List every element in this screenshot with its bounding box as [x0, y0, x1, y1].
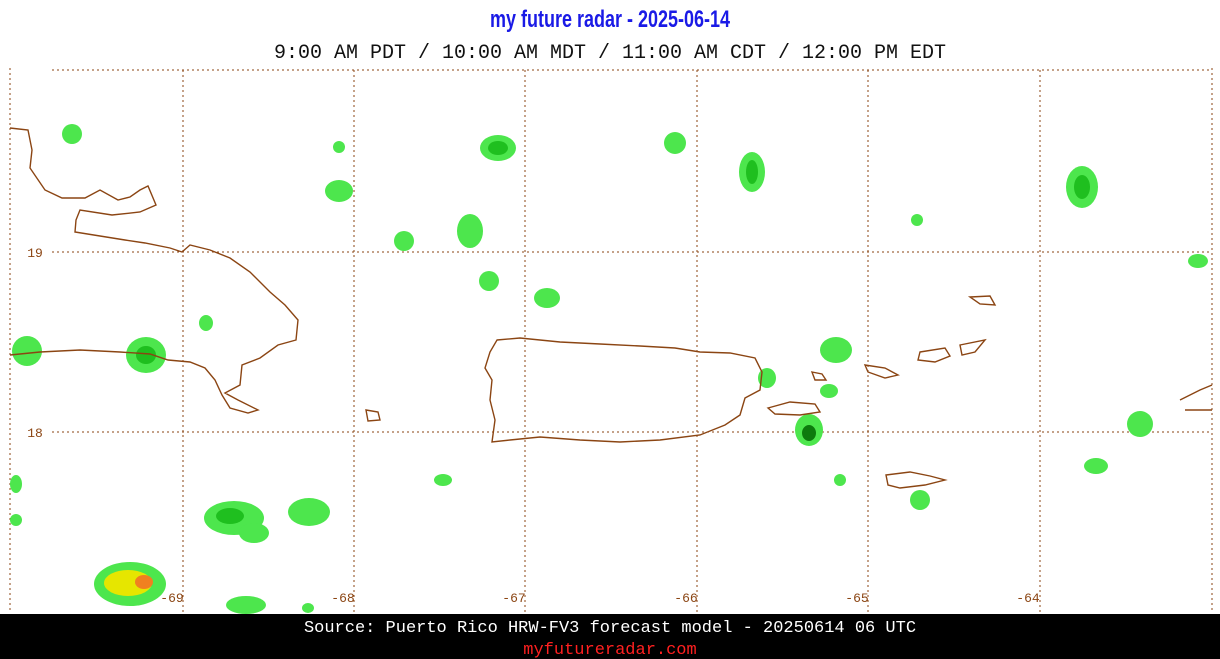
echo: [302, 603, 314, 613]
echo: [910, 490, 930, 510]
echo: [434, 474, 452, 486]
echo: [325, 180, 353, 202]
echo: [136, 346, 156, 364]
coastlines: [9, 127, 1213, 489]
echo: [820, 337, 852, 363]
lat-label: 19: [27, 246, 43, 261]
echo: [534, 288, 560, 308]
echo: [199, 315, 213, 331]
echo: [820, 384, 838, 398]
echo: [746, 160, 758, 184]
lon-label: -69: [160, 591, 183, 606]
hispaniola-coast: [9, 127, 299, 414]
lon-label: -67: [502, 591, 525, 606]
echo: [216, 508, 244, 524]
echo: [226, 596, 266, 614]
echo: [394, 231, 414, 251]
echo: [239, 523, 269, 543]
echo: [1074, 175, 1090, 199]
lon-label: -68: [331, 591, 354, 606]
echo: [10, 475, 22, 493]
footer-bar: [0, 614, 1220, 659]
echo: [62, 124, 82, 144]
echo: [664, 132, 686, 154]
source-note: Source: Puerto Rico HRW-FV3 forecast mod…: [304, 619, 916, 638]
graticule: [52, 70, 1212, 612]
page-title: my future radar - 2025-06-14: [490, 6, 730, 33]
echo: [457, 214, 483, 248]
lon-label: -65: [845, 591, 868, 606]
puerto-rico-coast: [484, 337, 763, 443]
echo: [135, 575, 153, 589]
echo: [1084, 458, 1108, 474]
echo: [834, 474, 846, 486]
map: 19 18 -69 -68 -67 -66 -65 -64: [9, 68, 1213, 614]
lon-label: -64: [1016, 591, 1040, 606]
islands-coast: [365, 295, 1213, 489]
lat-label: 18: [27, 426, 43, 441]
echo: [12, 336, 42, 366]
echo: [10, 514, 22, 526]
echo: [479, 271, 499, 291]
echo: [288, 498, 330, 526]
time-subtitle: 9:00 AM PDT / 10:00 AM MDT / 11:00 AM CD…: [274, 42, 946, 65]
echo: [802, 425, 816, 441]
radar-echoes: [10, 124, 1208, 614]
lon-label: -66: [674, 591, 697, 606]
echo: [911, 214, 923, 226]
echo: [333, 141, 345, 153]
site-link[interactable]: myfutureradar.com: [523, 641, 696, 659]
echo: [1188, 254, 1208, 268]
echo: [488, 141, 508, 155]
echo: [1127, 411, 1153, 437]
vieques-coast: [766, 401, 822, 416]
